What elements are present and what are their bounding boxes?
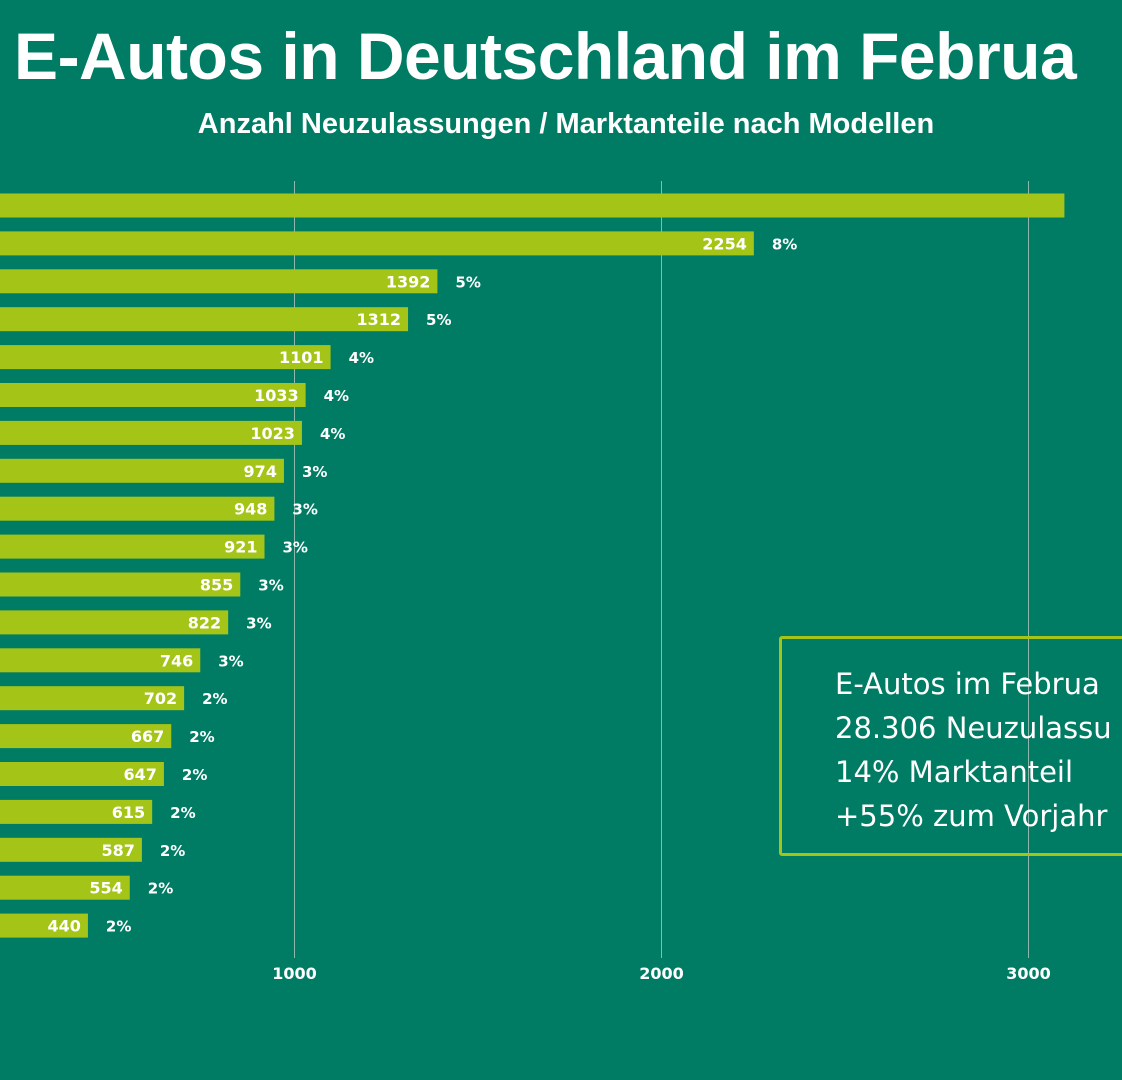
x-tick-label: 3000 [1006,964,1051,983]
bar-share-label: 2% [202,690,227,708]
x-tick-label: 1000 [272,964,317,983]
summary-line-2: 28.306 Neuzulassu [835,711,1112,745]
bar-value-label: 948 [234,500,267,519]
bar-share-label: 2% [106,918,131,936]
bar-value-label: 440 [48,917,81,936]
bar-value-label: 615 [112,803,145,822]
summary-line-1: E-Autos im Februa [835,667,1100,701]
bar-share-label: 2% [148,880,173,898]
summary-line-3: 14% Marktanteil [835,755,1074,789]
bar [0,307,409,332]
bar-value-label: 667 [131,727,164,746]
bar-share-label: 5% [426,311,451,329]
summary-box: E-Autos im Februa 28.306 Neuzulassu 14% … [779,636,1122,856]
bar [0,269,438,294]
bar [0,724,172,749]
bar-value-label: 2254 [702,234,747,253]
chart-title: 0 E-Autos in Deutschland im Februa [0,19,1077,93]
bar-value-label: 822 [188,613,221,632]
bar-share-label: 8% [772,235,797,253]
bar-share-label: 2% [189,728,214,746]
bar [0,610,229,635]
x-tick-label: 2000 [639,964,684,983]
summary-line-4: +55% zum Vorjahr [835,799,1108,833]
bar-value-label: 746 [160,651,193,670]
bar [0,231,754,256]
bar-share-label: 3% [302,463,327,481]
bar-value-label: 587 [101,841,134,860]
bar-value-label: 921 [224,538,257,557]
bar-share-label: 3% [282,539,307,557]
bar [0,913,88,938]
bar-value-label: 974 [244,462,277,481]
bar-share-label: 2% [182,766,207,784]
bar [0,875,130,900]
bar-value-label: 1023 [250,424,295,443]
bar [0,383,306,407]
bar-share-label: 4% [320,425,345,443]
bar-value-label: 1392 [386,272,431,291]
bar [0,648,201,673]
bar-share-label: 3% [218,652,243,670]
bar [0,345,331,370]
bar-share-label: 3% [292,501,317,519]
bar [0,496,275,521]
bar-value-label: 647 [124,765,157,784]
bar [0,420,302,445]
bar [0,572,241,597]
bar-share-label: 4% [349,349,374,367]
bar [0,534,265,559]
bar-value-label: 1101 [279,348,324,367]
bar-value-label: 855 [200,576,233,595]
chart-subtitle: Anzahl Neuzulassungen / Marktanteile nac… [197,108,935,140]
bar [0,686,185,711]
bar [0,762,164,786]
bar-share-label: 2% [170,804,195,822]
bar [0,837,142,862]
bar-value-label: 554 [89,879,122,898]
bar-share-label: 5% [455,273,480,291]
bar [0,799,153,824]
bar-value-label: 1312 [357,310,402,329]
bar [0,193,1065,218]
bar-share-label: 4% [324,387,349,405]
bar-share-label: 2% [160,842,185,860]
bar-share-label: 3% [246,614,271,632]
bar-share-label: 3% [258,577,283,595]
bar-value-label: 702 [144,689,177,708]
bar [0,458,284,483]
bar-value-label: 1033 [254,386,299,405]
